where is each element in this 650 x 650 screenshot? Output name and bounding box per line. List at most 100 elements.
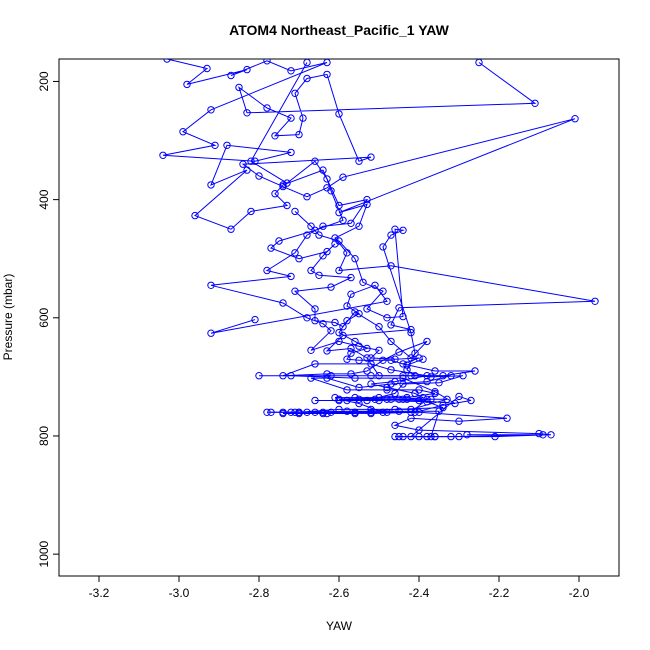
data-point — [287, 148, 295, 157]
x-axis: -3.2 -3.0 -2.8 -2.6 -2.4 -2.2 -2.0 — [89, 576, 590, 600]
data-point — [395, 432, 403, 441]
data-point — [303, 314, 311, 322]
data-point — [207, 181, 215, 189]
data-point — [419, 355, 427, 363]
plot-frame — [58, 58, 620, 577]
data-point — [491, 432, 499, 441]
data-point — [387, 366, 395, 374]
data-point — [355, 310, 363, 318]
data-point — [327, 283, 335, 291]
data-point — [307, 266, 315, 275]
data-point — [395, 348, 403, 356]
data-point — [411, 389, 419, 398]
data-point — [383, 297, 391, 305]
data-point — [391, 421, 399, 429]
data-point — [379, 243, 387, 251]
data-point — [319, 409, 327, 418]
data-point — [327, 187, 335, 195]
series-line — [210, 284, 424, 366]
data-point — [207, 329, 215, 337]
data-point — [391, 432, 399, 441]
data-point — [299, 114, 307, 122]
data-point — [343, 386, 351, 394]
data-point — [247, 157, 255, 165]
series-line — [283, 211, 464, 414]
data-point — [355, 222, 363, 230]
data-point — [211, 141, 219, 150]
data-point — [443, 395, 451, 403]
data-point — [471, 367, 479, 375]
series-2 — [235, 59, 599, 441]
data-point — [379, 287, 387, 295]
data-point — [279, 299, 287, 307]
data-point — [387, 356, 395, 364]
y-tick-label: 400 — [37, 189, 51, 209]
data-point — [159, 151, 167, 160]
y-axis-label: Pressure (mbar) — [1, 274, 15, 361]
data-point — [339, 173, 347, 181]
data-point — [435, 407, 443, 415]
data-point — [363, 305, 371, 313]
y-tick-label: 600 — [37, 307, 51, 327]
data-point — [311, 305, 319, 313]
data-point — [263, 104, 271, 112]
data-point — [383, 383, 391, 392]
data-point — [395, 407, 403, 415]
data-point — [403, 395, 411, 403]
data-point — [539, 431, 547, 439]
data-point — [323, 370, 331, 378]
data-point — [339, 323, 347, 331]
data-point — [311, 408, 319, 416]
data-point — [391, 355, 399, 363]
data-point — [363, 367, 371, 375]
data-point — [351, 374, 359, 382]
x-tick-label: -2.4 — [409, 586, 430, 600]
data-point — [363, 200, 371, 209]
data-point — [323, 70, 331, 79]
data-point — [431, 389, 439, 398]
data-point — [343, 355, 351, 363]
x-axis-label: YAW — [326, 619, 353, 633]
data-point — [383, 314, 391, 322]
data-point — [315, 231, 323, 239]
data-point — [227, 71, 235, 80]
data-point — [311, 317, 319, 325]
data-point — [163, 59, 171, 63]
data-point — [335, 337, 343, 346]
data-point — [303, 231, 311, 239]
data-point — [335, 328, 343, 337]
data-point — [327, 327, 335, 335]
x-tick-label: -3.0 — [169, 586, 190, 600]
data-point — [531, 99, 539, 108]
data-point — [411, 372, 419, 380]
data-point — [387, 262, 395, 270]
data-point — [279, 372, 287, 380]
data-point — [323, 175, 331, 183]
data-point — [243, 65, 251, 74]
data-point — [423, 377, 431, 386]
data-point — [359, 278, 367, 286]
data-point — [295, 130, 303, 139]
data-point — [227, 225, 235, 233]
data-point — [319, 320, 327, 328]
series-layer — [159, 59, 599, 441]
data-point — [363, 195, 371, 204]
data-point — [303, 193, 311, 201]
data-point — [419, 393, 427, 402]
series-4 — [207, 281, 427, 369]
data-point — [279, 409, 287, 418]
data-point — [283, 179, 291, 187]
data-point — [343, 302, 351, 310]
data-point — [439, 401, 447, 409]
data-point — [347, 273, 355, 282]
data-point — [467, 396, 475, 405]
data-point — [343, 317, 351, 325]
data-point — [591, 297, 599, 305]
data-point — [351, 308, 359, 316]
data-point — [327, 408, 335, 416]
data-point — [287, 67, 295, 75]
data-point — [335, 201, 343, 210]
data-point — [335, 110, 343, 118]
data-point — [351, 337, 359, 346]
